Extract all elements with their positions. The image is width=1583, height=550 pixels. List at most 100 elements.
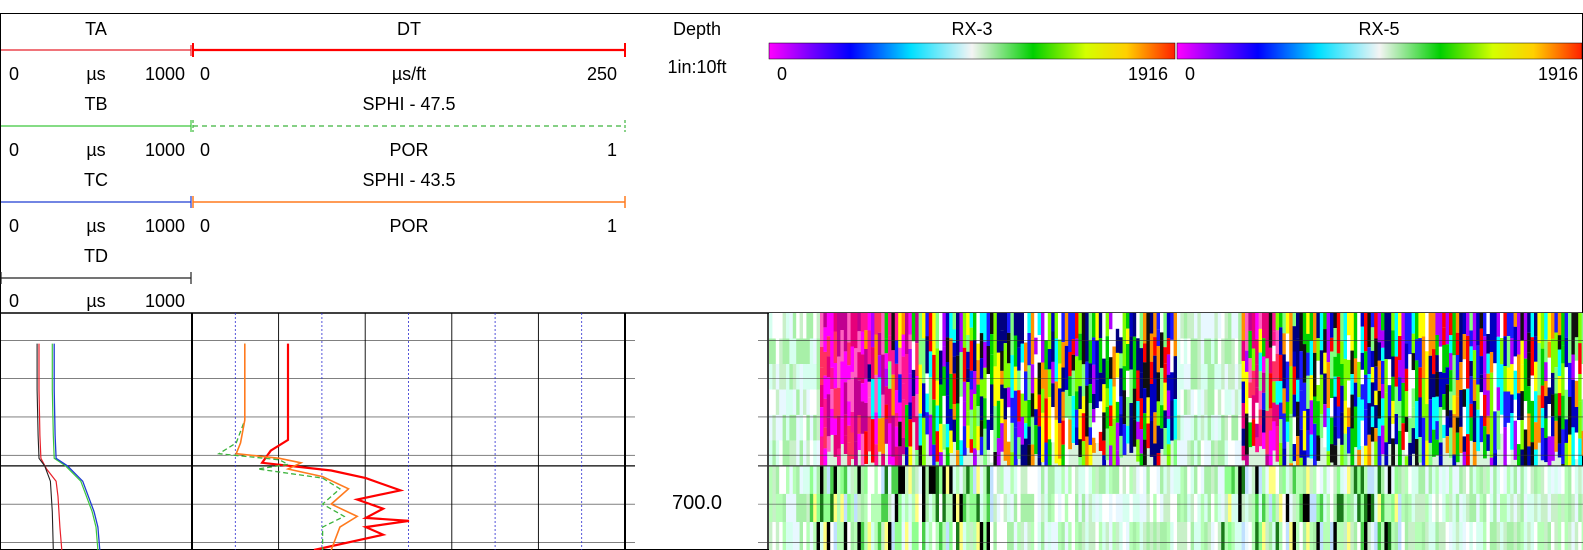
image-cell [1282, 313, 1287, 334]
image-cell [966, 368, 970, 382]
image-cell [1228, 389, 1232, 416]
image-cell [1010, 465, 1015, 495]
image-cell [1003, 522, 1008, 550]
image-cell [905, 354, 909, 405]
image-cell [1231, 440, 1236, 467]
image-cell [1054, 493, 1059, 523]
image-cell [1027, 313, 1032, 333]
image-cell [881, 493, 885, 523]
image-cell [786, 338, 790, 365]
image-cell [1163, 493, 1168, 523]
image-cell [1282, 413, 1287, 449]
image-cell [1217, 440, 1222, 467]
image-cell [901, 465, 906, 495]
image-cell [1313, 423, 1317, 466]
image-cell [1377, 418, 1382, 436]
image-cell [894, 446, 899, 466]
image-cell [1551, 522, 1555, 550]
image-cell [1129, 336, 1134, 370]
image-cell [1462, 465, 1467, 495]
image-cell [1034, 522, 1038, 550]
image-cell [932, 465, 936, 495]
image-cell [1238, 465, 1242, 495]
image-cell [928, 414, 933, 436]
image-cell [1098, 431, 1103, 451]
image-cell [1442, 327, 1446, 345]
image-cell [1479, 356, 1484, 375]
image-cell [1360, 522, 1365, 550]
image-cell [1506, 522, 1511, 550]
image-cell [1387, 339, 1392, 360]
image-cell [1177, 493, 1181, 523]
image-cell [1003, 493, 1008, 523]
image-cell [1177, 364, 1181, 390]
image-cell [1037, 335, 1042, 363]
image-cell [1554, 393, 1559, 421]
image-cell [1027, 426, 1032, 445]
image-cell [881, 394, 885, 418]
image-cell [1479, 313, 1484, 329]
image-cell [1381, 465, 1385, 495]
image-cell [1476, 409, 1480, 452]
image-cell [1398, 377, 1402, 402]
rx5-image [1177, 313, 1583, 550]
image-cell [1299, 390, 1304, 430]
image-cell [1462, 406, 1467, 437]
image-cell [1013, 493, 1018, 523]
image-cell [1255, 402, 1259, 424]
image-cell [1394, 356, 1399, 387]
image-cell [881, 522, 885, 550]
image-cell [1462, 389, 1467, 407]
image-cell [789, 313, 794, 339]
image-cell [1472, 465, 1477, 495]
image-cell [932, 493, 936, 523]
image-cell [1557, 415, 1562, 444]
image-cell [843, 382, 848, 415]
image-cell [1398, 465, 1402, 495]
image-cell [826, 465, 831, 495]
image-cell [1051, 493, 1055, 523]
image-cell [1551, 338, 1555, 373]
image-cell [1540, 493, 1545, 523]
image-cell [1483, 493, 1487, 523]
image-cell [1442, 522, 1446, 550]
image-cell [952, 356, 957, 374]
image-cell [894, 363, 899, 391]
image-cell [1452, 522, 1457, 550]
image-cell [1472, 442, 1477, 466]
image-cell [1275, 330, 1280, 354]
image-cell [1241, 361, 1246, 382]
image-cell [1139, 493, 1144, 523]
image-cell [1058, 465, 1062, 495]
image-cell [789, 389, 794, 416]
image-cell [1367, 313, 1372, 348]
image-cell [1173, 522, 1178, 550]
image-cell [1071, 313, 1076, 340]
image-cell [792, 440, 797, 467]
image-cell [1503, 522, 1508, 550]
image-cell [1126, 493, 1130, 523]
image-cell [1041, 362, 1045, 389]
image-cell [1319, 414, 1324, 438]
image-cell [1109, 493, 1113, 523]
image-cell [1248, 422, 1253, 448]
image-cell [1459, 390, 1463, 427]
image-cell [1486, 415, 1491, 435]
image-cell [1296, 493, 1300, 523]
image-cell [1207, 465, 1212, 495]
image-cell [1510, 313, 1514, 338]
image-cell [1408, 313, 1412, 355]
image-cell [1170, 372, 1174, 401]
image-cell [854, 348, 858, 378]
image-cell [1245, 313, 1249, 351]
image-cell [1455, 465, 1460, 495]
image-cell [1275, 522, 1280, 550]
image-cell [1445, 384, 1450, 416]
image-cell [826, 377, 831, 395]
image-cell [1024, 423, 1028, 439]
image-cell [1537, 371, 1542, 396]
image-cell [1353, 465, 1358, 495]
image-cell [864, 522, 868, 550]
image-cell [1224, 414, 1229, 441]
image-cell [1452, 454, 1457, 466]
